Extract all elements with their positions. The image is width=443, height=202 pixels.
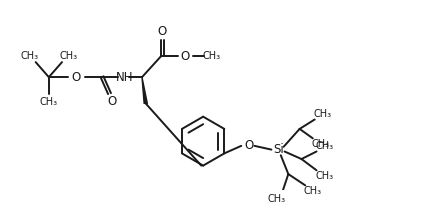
Text: O: O [157,25,167,39]
Text: CH₃: CH₃ [202,52,221,61]
Text: O: O [181,50,190,63]
Text: O: O [71,71,81,84]
Text: CH₃: CH₃ [315,141,333,151]
Text: CH₃: CH₃ [59,52,78,61]
Text: CH₃: CH₃ [268,194,286,202]
Text: CH₃: CH₃ [304,186,322,196]
Text: O: O [244,139,253,152]
Text: Si: Si [273,143,284,156]
Text: NH: NH [117,71,134,84]
Text: CH₃: CH₃ [40,97,58,107]
Text: O: O [107,95,117,108]
Polygon shape [142,77,148,104]
Text: CH₃: CH₃ [315,171,333,181]
Text: CH₃: CH₃ [20,52,38,61]
Text: CH₃: CH₃ [311,139,330,149]
Text: CH₃: CH₃ [313,109,331,119]
